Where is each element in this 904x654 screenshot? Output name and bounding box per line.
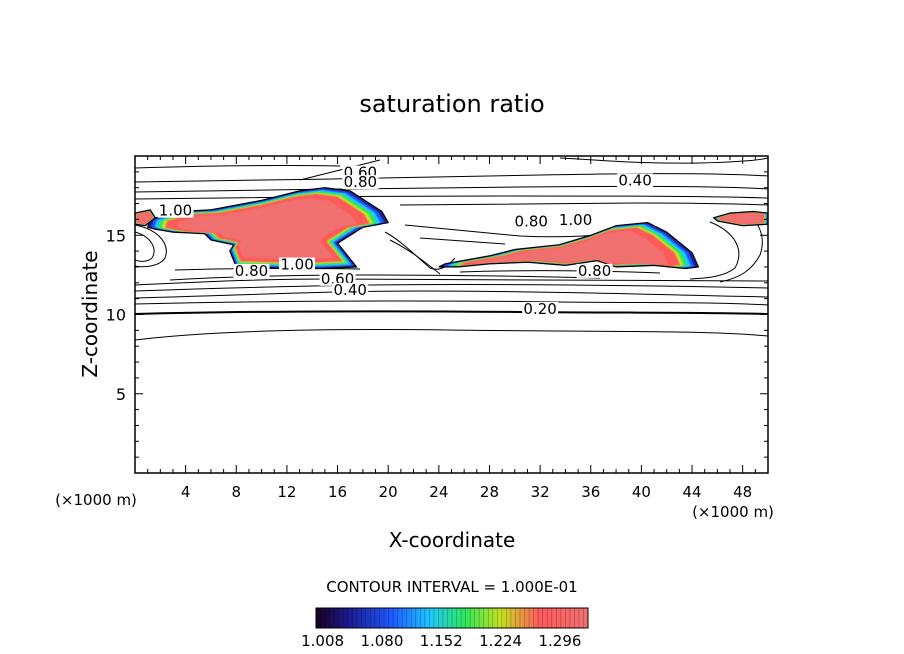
x-axis-title: X-coordinate (389, 528, 516, 552)
chart-title: saturation ratio (359, 90, 544, 118)
x-tick-label: 44 (682, 483, 701, 501)
shading-layer (137, 212, 153, 224)
contour-line (135, 300, 768, 306)
y-tick-label: 5 (116, 385, 126, 404)
x-tick-label: 24 (429, 483, 448, 501)
x-tick-label: 16 (328, 483, 347, 501)
contour-label-bg (513, 214, 550, 229)
contour-line (689, 221, 740, 280)
contour-label: 0.40 (618, 172, 651, 190)
supersaturated-region (438, 221, 700, 270)
contour-label: 0.80 (578, 262, 611, 280)
supersaturation-field (135, 187, 768, 270)
contour-label: 1.00 (159, 202, 192, 220)
y-tick-label: 15 (106, 226, 126, 245)
contour-line (135, 284, 768, 292)
contour-line (135, 231, 155, 262)
shading-layer (720, 213, 762, 224)
contour-label-bg (557, 213, 594, 228)
x-tick-label: 8 (232, 483, 242, 501)
y-axis-title: Z-coordinate (78, 250, 102, 377)
contour-line (419, 237, 506, 245)
colorbar (315, 607, 589, 629)
contour-label-bg (233, 263, 270, 278)
contour-line (135, 195, 768, 200)
x-tick-label: 48 (733, 483, 752, 501)
shading-layer (176, 198, 358, 259)
colorbar-label: 1.224 (479, 632, 522, 650)
contour-label: 0.80 (235, 262, 268, 280)
x-tick-label: 40 (632, 483, 651, 501)
contour-label-bg (332, 282, 369, 297)
contour-label-bg (342, 175, 379, 190)
contour-label: 0.80 (515, 213, 548, 231)
contour-label: 0.80 (344, 173, 377, 191)
region-contour (438, 221, 700, 270)
contour-label-bg (576, 263, 613, 278)
region-contour (712, 210, 768, 227)
contour-lines (135, 157, 768, 341)
x-unit-left: (×1000 m) (55, 491, 137, 509)
contour-line (135, 185, 768, 193)
x-tick-label: 20 (379, 483, 398, 501)
region-contour (146, 187, 390, 270)
contour-line (135, 224, 167, 268)
contour-label-bg (617, 173, 654, 188)
y-tick-label: 10 (106, 306, 126, 325)
contour-line (135, 278, 768, 286)
contour-line (459, 270, 661, 274)
contour-label: 1.00 (559, 211, 592, 229)
contour-line (135, 328, 768, 341)
colorbar-label: 1.152 (420, 632, 463, 650)
contour-line (135, 173, 768, 183)
contour-line (389, 239, 441, 275)
supersaturated-region (712, 210, 768, 227)
contour-label-bg (522, 301, 559, 316)
shading-layer (473, 230, 668, 265)
colorbar-labels: 1.008 1.080 1.152 1.224 1.296 (301, 632, 581, 650)
x-tick-label: 32 (531, 483, 550, 501)
supersaturated-region (146, 187, 390, 270)
contour-labels: 0.600.80 0.401.000.80 1.000.80 1.000.600.40… (157, 164, 654, 318)
colorbar-label: 1.080 (360, 632, 403, 650)
contour-label-bg (157, 203, 194, 218)
contour-label: 0.40 (334, 281, 367, 299)
contour-line (135, 165, 341, 169)
colorbar-label: 1.008 (301, 632, 344, 650)
contour-label-bg (319, 271, 356, 286)
x-unit-right: (×1000 m) (692, 503, 774, 521)
region-contour (135, 209, 157, 227)
contour-label-bg (279, 257, 316, 272)
contour-line (399, 202, 768, 206)
contour-label: 1.00 (280, 256, 313, 274)
x-tick-label: 4 (181, 483, 191, 501)
colorbar-label: 1.296 (538, 632, 581, 650)
colorbar-ticks (320, 608, 584, 628)
x-tick-label: 36 (581, 483, 600, 501)
contour-interval: CONTOUR INTERVAL = 1.000E-01 (326, 578, 577, 596)
x-tick-label: 28 (480, 483, 499, 501)
contour-line (135, 290, 768, 299)
contour-line (559, 157, 768, 164)
x-tick-label: 12 (277, 483, 296, 501)
supersaturated-region (135, 209, 157, 227)
contour-label: 0.20 (523, 300, 556, 318)
contour-line (135, 310, 768, 315)
